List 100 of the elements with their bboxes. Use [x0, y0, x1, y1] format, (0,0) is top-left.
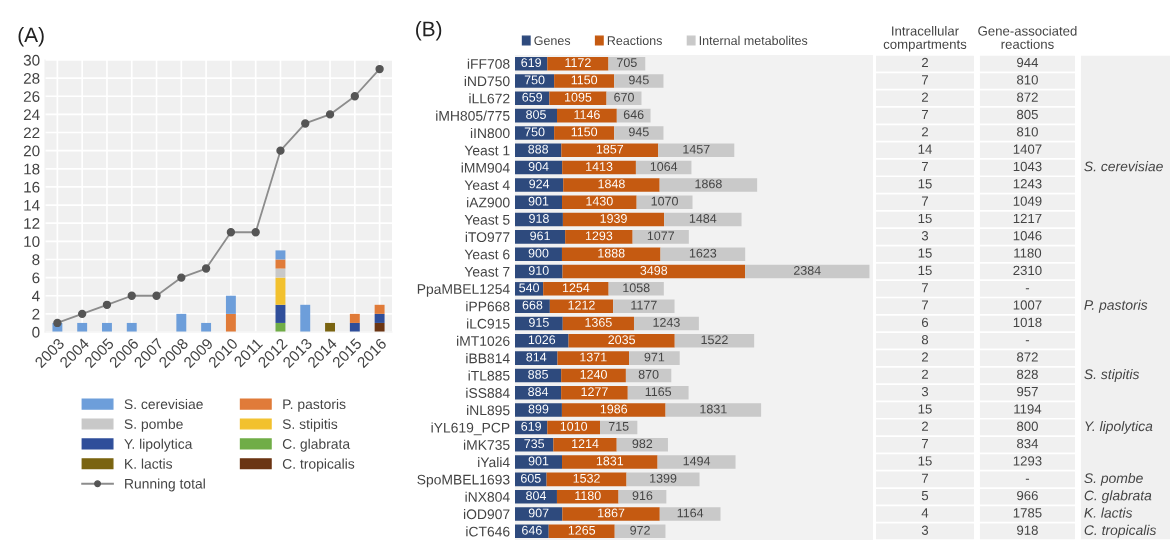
text: Y. lipolytica [1085, 420, 1153, 434]
text: 7 [921, 161, 928, 171]
text: 2 [921, 57, 928, 68]
legend-label: S. pombe [124, 418, 183, 432]
bar [613, 299, 675, 313]
data-label: 1214 [572, 439, 599, 448]
text: 15 [918, 248, 932, 258]
bar [562, 507, 660, 521]
data-label: 1848 [598, 179, 625, 189]
y-tick-label: 24 [23, 109, 40, 120]
data-label: 1494 [683, 456, 711, 466]
bar [515, 230, 566, 244]
text: 1217 [1013, 213, 1042, 223]
data-label: 814 [526, 352, 547, 362]
bar [562, 212, 665, 227]
data-label: 1165 [645, 387, 672, 397]
text: 1194 [1014, 404, 1042, 414]
data-label: 540 [519, 283, 540, 293]
text: 1046 [1013, 231, 1042, 241]
data-label: 1150 [571, 75, 598, 85]
y-tick-label: iTO977 [465, 231, 510, 243]
text: 2 [921, 92, 928, 102]
bar [563, 178, 660, 192]
text: 944 [1017, 57, 1039, 68]
text: 810 [1017, 75, 1038, 85]
text: 15 [918, 404, 932, 414]
text: 7 [921, 283, 928, 293]
text: 1785 [1013, 508, 1042, 518]
bar [608, 282, 664, 296]
bar [549, 299, 614, 313]
bar [275, 259, 286, 269]
text: 3 [921, 386, 929, 397]
data-label: 1277 [581, 387, 608, 396]
legend-label: Reactions [607, 35, 662, 46]
bar [561, 403, 666, 417]
y-tick-label: iMT1026 [457, 335, 510, 346]
data-label: 1172 [565, 58, 591, 67]
text: S. stipitis [1084, 368, 1140, 382]
data-label: 1212 [568, 300, 595, 310]
legend-label: K. lactis [125, 458, 173, 469]
text: 834 [1017, 438, 1039, 449]
data-label: 2384 [793, 266, 821, 275]
text: S. pombe [1084, 472, 1143, 486]
data-label: 646 [623, 110, 644, 119]
text: S. cerevisiae [1084, 161, 1163, 172]
text: 5 [921, 491, 929, 501]
text: 7 [921, 439, 928, 449]
data-label: 916 [632, 491, 653, 501]
text: 7 [921, 473, 928, 483]
data-label: 904 [528, 162, 549, 171]
legend-label: C. tropicalis [282, 458, 355, 472]
bar [374, 304, 385, 314]
data-label: 619 [521, 421, 541, 431]
data-label: 910 [528, 266, 549, 275]
data-label: 884 [528, 387, 549, 397]
bar [515, 386, 562, 400]
data-label: 715 [608, 422, 629, 431]
data-label: 1240 [580, 369, 607, 379]
data-label: 1484 [689, 214, 717, 223]
y-tick-label: iMM904 [461, 162, 510, 173]
data-label: 1867 [598, 508, 625, 518]
text: 966 [1017, 490, 1038, 501]
data-label: 750 [524, 75, 545, 85]
data-label: 1010 [560, 421, 588, 431]
data-label: 1868 [695, 179, 722, 189]
bar [275, 277, 286, 305]
bar [225, 295, 236, 314]
data-label: 605 [520, 473, 541, 483]
data-label: 907 [528, 508, 549, 518]
data-label: 804 [526, 491, 547, 501]
legend-label: Genes [534, 36, 571, 46]
data-label: 750 [524, 127, 545, 137]
y-tick-label: iBB814 [466, 353, 510, 364]
y-tick-label: 28 [23, 73, 40, 84]
legend-label: C. glabrata [282, 438, 351, 452]
data-label: 735 [524, 439, 545, 449]
data-label: 670 [614, 92, 634, 102]
text: - [1025, 340, 1030, 342]
data-label: 924 [529, 179, 550, 189]
bar [349, 313, 360, 323]
y-tick-label: Yeast 1 [464, 145, 510, 156]
y-tick-label: iIN800 [470, 127, 510, 139]
bar [561, 143, 659, 158]
legend-label: Y. lipolytica [124, 438, 193, 452]
bar [515, 403, 562, 417]
text: C. glabrata [1084, 490, 1152, 504]
bar [515, 334, 569, 348]
bar [515, 195, 563, 209]
data-label: 659 [522, 92, 543, 102]
text: 14 [918, 144, 932, 154]
text: 1407 [1013, 144, 1042, 154]
text: P. pastoris [1084, 299, 1148, 313]
text: 2 [921, 421, 928, 431]
text: 872 [1017, 92, 1038, 102]
bar [515, 126, 555, 140]
bar [515, 178, 564, 192]
data-label: 1888 [598, 248, 625, 258]
legend-label: S. cerevisiae [124, 398, 203, 410]
text: 2310 [1013, 265, 1042, 276]
data-label: 1939 [600, 214, 627, 223]
